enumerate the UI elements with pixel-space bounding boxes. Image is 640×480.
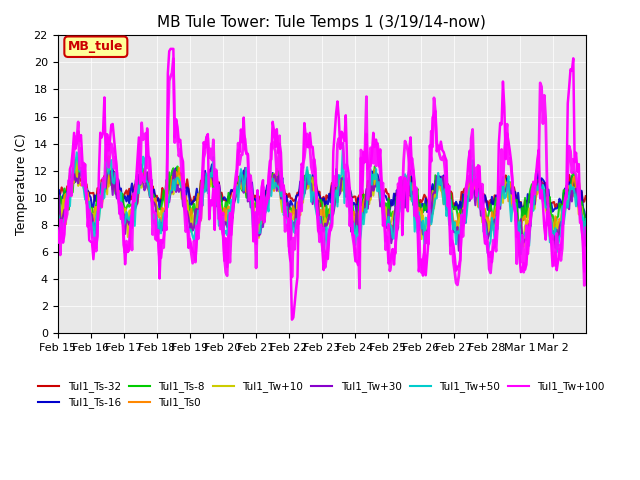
Tul1_Tw+100 bbox=[582, 225, 589, 231]
Tul1_Tw+50 bbox=[582, 216, 589, 222]
Y-axis label: Temperature (C): Temperature (C) bbox=[15, 133, 28, 235]
Tul1_Tw+10 bbox=[510, 192, 518, 198]
Tul1_Ts-8 bbox=[580, 212, 588, 217]
Tul1_Ts0 bbox=[580, 219, 588, 225]
Tul1_Tw+50 bbox=[433, 195, 440, 201]
Line: Tul1_Tw+100: Tul1_Tw+100 bbox=[58, 59, 586, 288]
Tul1_Tw+100 bbox=[170, 56, 177, 61]
Line: Tul1_Tw+10: Tul1_Tw+10 bbox=[58, 156, 586, 247]
Tul1_Ts-16 bbox=[431, 178, 439, 184]
Tul1_Tw+100 bbox=[54, 229, 61, 235]
Tul1_Ts-16 bbox=[579, 204, 587, 210]
Tul1_Ts-16 bbox=[582, 217, 589, 223]
Tul1_Tw+100 bbox=[72, 134, 79, 140]
Tul1_Tw+30 bbox=[327, 217, 335, 223]
Tul1_Tw+30 bbox=[88, 212, 96, 218]
Tul1_Tw+50 bbox=[54, 210, 61, 216]
Tul1_Tw+100 bbox=[88, 232, 96, 238]
Tul1_Ts-32 bbox=[88, 190, 96, 196]
Tul1_Ts0 bbox=[353, 230, 360, 236]
Tul1_Ts0 bbox=[88, 215, 96, 220]
Tul1_Tw+30 bbox=[138, 162, 145, 168]
Title: MB Tule Tower: Tule Temps 1 (3/19/14-now): MB Tule Tower: Tule Temps 1 (3/19/14-now… bbox=[157, 15, 486, 30]
Tul1_Tw+50 bbox=[88, 235, 96, 240]
Tul1_Ts-8 bbox=[328, 209, 336, 215]
Tul1_Ts-8 bbox=[73, 163, 81, 169]
Tul1_Tw+100 bbox=[433, 140, 440, 146]
Tul1_Ts-8 bbox=[433, 191, 440, 196]
Tul1_Tw+30 bbox=[54, 198, 61, 204]
Tul1_Tw+50 bbox=[339, 141, 347, 146]
Tul1_Tw+10 bbox=[72, 174, 79, 180]
Tul1_Tw+30 bbox=[511, 210, 519, 216]
Tul1_Ts-16 bbox=[72, 179, 79, 185]
Tul1_Ts-8 bbox=[72, 157, 79, 163]
Tul1_Ts0 bbox=[433, 187, 440, 192]
Tul1_Ts-32 bbox=[327, 189, 335, 195]
Line: Tul1_Tw+30: Tul1_Tw+30 bbox=[58, 165, 586, 251]
Tul1_Tw+30 bbox=[582, 243, 589, 249]
Tul1_Ts-16 bbox=[88, 204, 96, 210]
Tul1_Ts-8 bbox=[54, 205, 61, 211]
Tul1_Ts-8 bbox=[90, 212, 97, 217]
Tul1_Ts-32 bbox=[54, 193, 61, 199]
Tul1_Tw+10 bbox=[327, 227, 335, 233]
Tul1_Ts-32 bbox=[105, 165, 113, 171]
Line: Tul1_Tw+50: Tul1_Tw+50 bbox=[58, 144, 586, 255]
Tul1_Tw+50 bbox=[327, 221, 335, 227]
Tul1_Ts-32 bbox=[72, 166, 79, 172]
Tul1_Ts0 bbox=[54, 203, 61, 208]
Text: MB_tule: MB_tule bbox=[68, 40, 124, 53]
Tul1_Tw+10 bbox=[520, 244, 527, 250]
Tul1_Ts-8 bbox=[511, 198, 519, 204]
Tul1_Tw+30 bbox=[431, 190, 439, 196]
Tul1_Ts-16 bbox=[327, 200, 335, 205]
Tul1_Tw+50 bbox=[324, 252, 332, 258]
Tul1_Tw+30 bbox=[455, 248, 463, 253]
Tul1_Tw+10 bbox=[54, 222, 61, 228]
Tul1_Tw+100 bbox=[356, 285, 364, 291]
Tul1_Ts-16 bbox=[510, 189, 518, 195]
Tul1_Ts0 bbox=[582, 225, 589, 231]
Tul1_Tw+10 bbox=[88, 215, 96, 221]
Tul1_Tw+100 bbox=[327, 228, 335, 233]
Tul1_Ts-32 bbox=[518, 208, 526, 214]
Tul1_Tw+10 bbox=[105, 153, 113, 159]
Tul1_Tw+50 bbox=[72, 160, 79, 166]
Tul1_Ts0 bbox=[138, 161, 145, 167]
Line: Tul1_Ts-32: Tul1_Ts-32 bbox=[58, 168, 586, 211]
Line: Tul1_Ts-16: Tul1_Ts-16 bbox=[58, 165, 586, 220]
Tul1_Ts0 bbox=[327, 203, 335, 208]
Legend: Tul1_Ts-32, Tul1_Ts-16, Tul1_Ts-8, Tul1_Ts0, Tul1_Tw+10, Tul1_Tw+30, Tul1_Tw+50,: Tul1_Ts-32, Tul1_Ts-16, Tul1_Ts-8, Tul1_… bbox=[35, 377, 609, 412]
Tul1_Ts-32 bbox=[582, 193, 589, 199]
Tul1_Ts-16 bbox=[54, 198, 61, 204]
Line: Tul1_Ts-8: Tul1_Ts-8 bbox=[58, 160, 586, 230]
Tul1_Tw+50 bbox=[580, 240, 588, 245]
Tul1_Ts-8 bbox=[582, 222, 589, 228]
Tul1_Ts0 bbox=[511, 214, 519, 220]
Tul1_Ts-32 bbox=[580, 199, 588, 204]
Tul1_Tw+30 bbox=[72, 178, 79, 183]
Tul1_Ts0 bbox=[72, 165, 79, 171]
Line: Tul1_Ts0: Tul1_Ts0 bbox=[58, 164, 586, 233]
Tul1_Ts-16 bbox=[208, 162, 216, 168]
Tul1_Ts-32 bbox=[510, 184, 518, 190]
Tul1_Tw+100 bbox=[511, 207, 519, 213]
Tul1_Tw+30 bbox=[580, 222, 588, 228]
Tul1_Tw+50 bbox=[511, 200, 519, 206]
Tul1_Ts-32 bbox=[431, 182, 439, 188]
Tul1_Tw+10 bbox=[582, 223, 589, 228]
Tul1_Ts-8 bbox=[321, 227, 329, 233]
Tul1_Tw+10 bbox=[580, 223, 588, 229]
Tul1_Tw+100 bbox=[580, 283, 588, 288]
Tul1_Tw+10 bbox=[431, 191, 439, 196]
